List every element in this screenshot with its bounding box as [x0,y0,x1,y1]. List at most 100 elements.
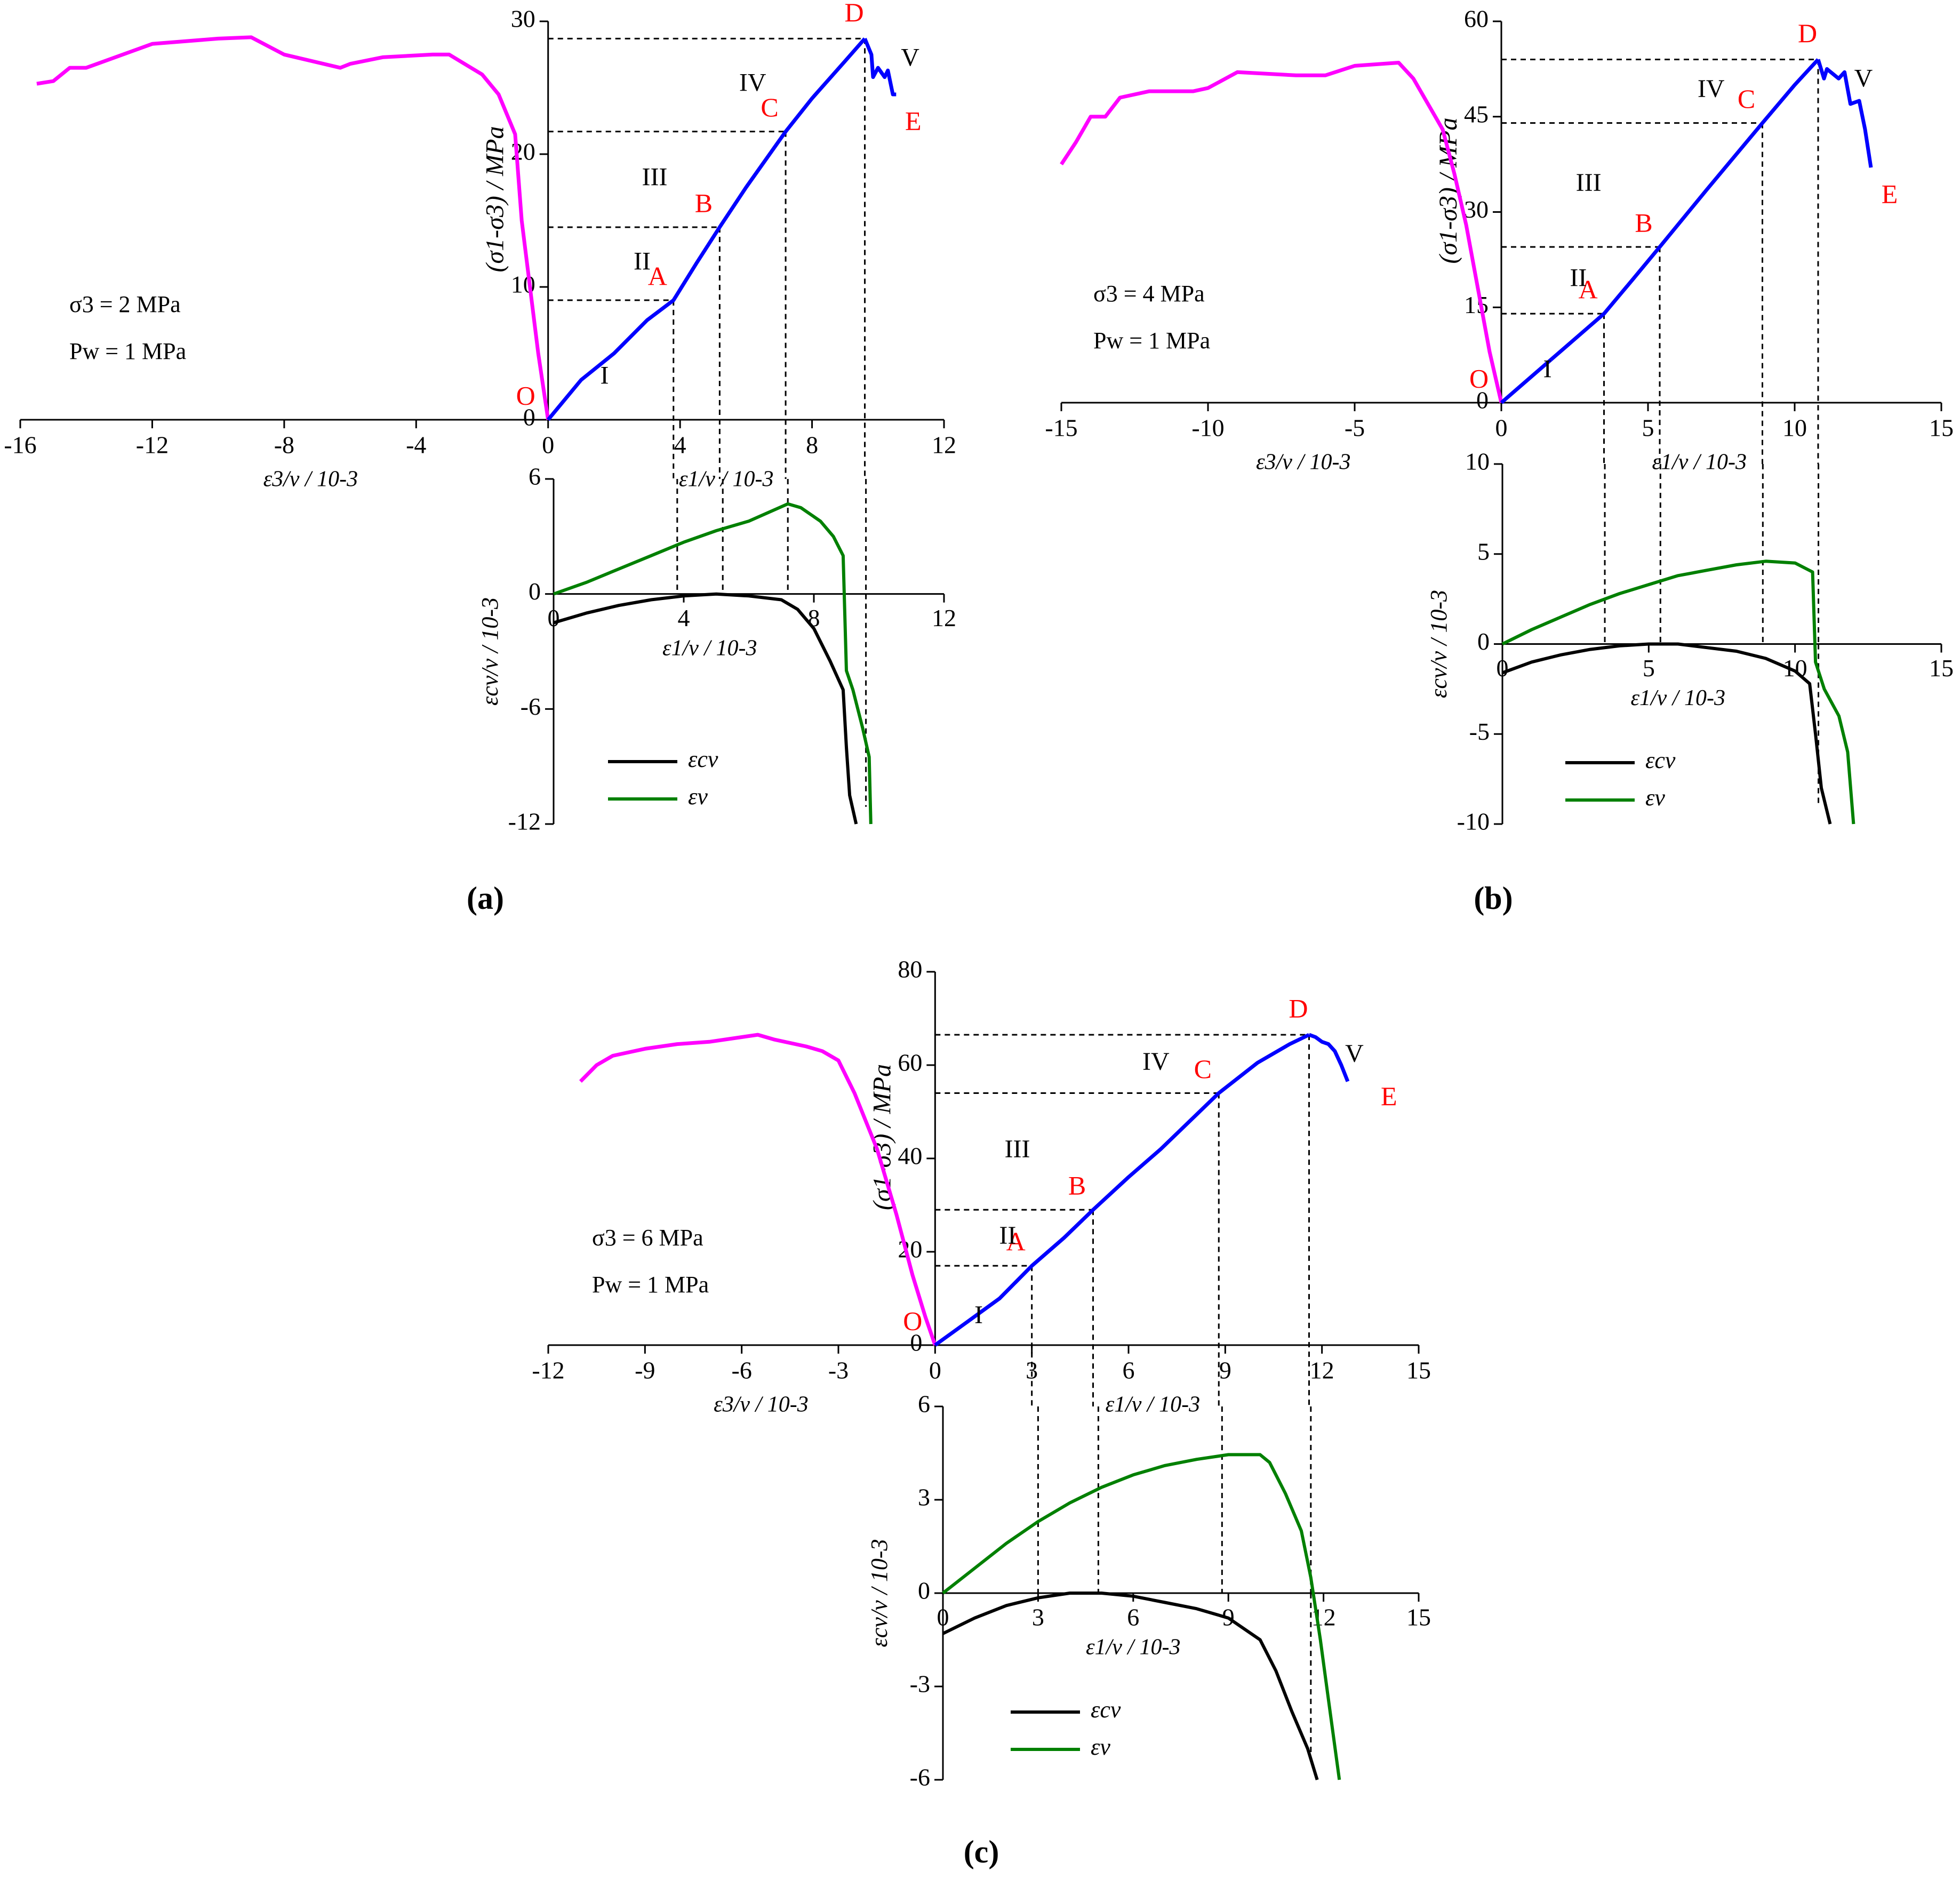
stress-x-tick-label: -10 [1191,414,1224,442]
stress-y-axis-label: (σ1-σ3) / MPa [481,126,509,273]
key-point-label-e: E [905,106,922,135]
crack-strain-curve [1501,642,1832,825]
stress-y-tick-label: 45 [1464,100,1489,127]
stress-x-tick-label: 15 [1929,414,1954,442]
stress-x-tick-label: 3 [1026,1357,1038,1384]
stage-label-iii: III [1576,169,1602,197]
stress-x-tick-label: 9 [1219,1357,1231,1384]
stress-x-tick-label: -6 [732,1357,752,1384]
key-point-label-b: B [1068,1171,1086,1201]
key-point-label-c: C [761,92,778,122]
strain-x-tick-label: 15 [1929,654,1954,682]
axial-postpeak-strain-curve [1308,1033,1350,1082]
stage-label-iv: IV [1142,1048,1170,1076]
key-point-label-e: E [1882,179,1898,209]
stress-x-tick-label: 8 [806,431,818,459]
strain-y-tick-label: -3 [910,1670,930,1698]
strain-x-tick-label: 3 [1032,1604,1044,1631]
volumetric-strain-curve [942,1453,1341,1780]
axial-prepeak-strain-curve [934,1033,1310,1347]
stress-x-tick-label: -8 [274,431,294,459]
strain-y-tick-label: 6 [918,1390,930,1418]
test-condition: σ3 = 4 MPa [1093,281,1205,307]
key-point-label-o: O [903,1306,922,1336]
stress-x-tick-label: 12 [932,431,956,459]
stress-x-tick-label: -12 [532,1357,564,1384]
stress-x-tick-label: -9 [635,1357,655,1384]
panel-label: (b) [1474,881,1513,916]
strain-y-tick-label: -6 [521,693,541,720]
stress-x-tick-label: -12 [136,431,169,459]
stress-x-tick-label: 5 [1642,414,1654,442]
stress-y-tick-label: 15 [1464,291,1489,318]
axial-postpeak-strain-curve [863,38,897,97]
test-condition: σ3 = 6 MPa [592,1225,703,1251]
key-point-label-d: D [1798,18,1817,48]
stage-label-v: V [1854,65,1873,93]
stage-label-iv: IV [1698,75,1725,103]
radial-strain-axis-label: ε3/v / 10-3 [714,1393,809,1417]
key-point-label-e: E [1381,1081,1397,1111]
strain-y-axis-label: εcv/v / 10-3 [1426,590,1452,698]
axial-prepeak-strain-curve [1500,58,1820,404]
stress-x-tick-label: 0 [1495,414,1508,442]
stage-label-iii: III [642,163,668,191]
strain-y-tick-label: 5 [1477,538,1490,565]
strain-y-tick-label: 10 [1465,448,1490,475]
test-condition: σ3 = 2 MPa [69,291,181,317]
strain-y-tick-label: -12 [508,808,541,835]
radial-strain-curve [1060,61,1503,403]
stage-label-ii: II [634,247,651,275]
key-point-label-c: C [1738,84,1755,114]
strain-y-tick-label: 6 [529,463,541,490]
strain-y-tick-label: 3 [918,1484,930,1511]
strain-x-tick-label: 6 [1127,1604,1139,1631]
stage-label-iv: IV [739,69,766,97]
stress-x-tick-label: -16 [4,431,36,459]
axial-strain-axis-label: ε1/v / 10-3 [679,467,774,492]
strain-y-tick-label: -6 [910,1764,930,1791]
strain-x-axis-label: ε1/v / 10-3 [1630,686,1725,710]
key-point-label-d: D [1289,994,1308,1024]
stress-x-tick-label: 0 [929,1357,941,1384]
axial-strain-axis-label: ε1/v / 10-3 [1652,450,1747,475]
stress-x-tick-label: -15 [1045,414,1077,442]
radial-strain-curve [579,1033,937,1346]
stress-x-tick-label: 10 [1782,414,1807,442]
strain-x-tick-label: 0 [1497,654,1509,682]
strain-y-tick-label: -10 [1457,808,1490,835]
stage-label-i: I [974,1301,983,1329]
stress-y-tick-label: 0 [1476,387,1489,414]
legend-label: εcv [688,746,718,772]
stress-y-tick-label: 80 [898,956,922,983]
key-point-label-a: A [648,261,667,291]
strain-x-tick-label: 4 [678,604,690,631]
test-condition: Pw = 1 MPa [69,338,186,364]
stress-y-tick-label: 0 [910,1329,922,1356]
legend-label: εcv [1091,1697,1121,1723]
key-point-label-o: O [1469,363,1489,393]
test-condition: Pw = 1 MPa [1093,327,1210,354]
stage-label-ii: II [999,1221,1016,1250]
strain-y-tick-label: 0 [1477,628,1490,655]
stress-y-tick-label: 0 [523,404,535,431]
stress-x-tick-label: -3 [828,1357,849,1384]
stress-x-tick-label: 0 [542,431,554,459]
stage-label-v: V [901,43,919,71]
strain-y-tick-label: 0 [918,1577,930,1604]
key-point-label-o: O [516,380,535,410]
key-point-label-c: C [1194,1054,1212,1084]
panel-label: (a) [467,881,504,916]
stage-label-i: I [600,362,609,390]
legend-label: εv [1091,1734,1110,1760]
strain-x-tick-label: 12 [932,604,956,631]
key-point-label-b: B [1635,208,1652,238]
radial-strain-curve [36,35,550,420]
axial-prepeak-strain-curve [547,37,867,421]
legend-label: εcv [1645,747,1676,773]
stress-y-tick-label: 30 [511,5,535,33]
strain-y-tick-label: 0 [529,578,541,605]
crack-strain-curve [942,1592,1319,1780]
stress-x-tick-label: 12 [1310,1357,1334,1384]
